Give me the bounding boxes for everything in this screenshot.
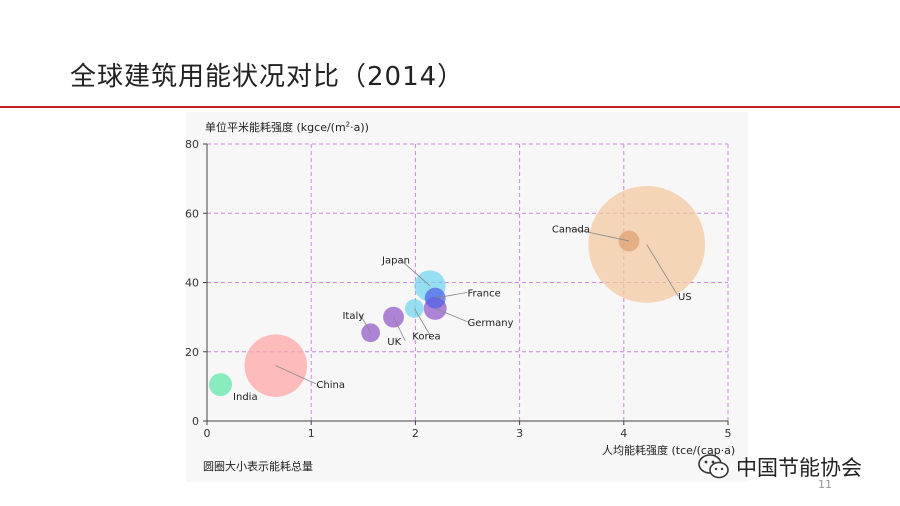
bubble-india	[209, 373, 233, 397]
leader-line-france	[435, 291, 468, 299]
point-label-us: US	[678, 292, 692, 303]
leader-line-germany	[435, 308, 468, 323]
page-number: 11	[818, 478, 832, 491]
point-label-france: France	[468, 288, 501, 299]
y-tick-label: 40	[185, 277, 199, 290]
leader-line-korea	[414, 308, 431, 336]
x-tick-label: 2	[412, 427, 419, 440]
point-label-korea: Korea	[412, 332, 440, 343]
y-tick-label: 0	[192, 415, 199, 428]
y-axis-title-prefix: 单位平米能耗强度 (kgce/(m	[205, 121, 346, 134]
y-tick-label: 20	[185, 346, 199, 359]
x-tick-label: 1	[308, 427, 315, 440]
title-divider	[0, 106, 900, 108]
logo-text: 中国节能协会	[736, 456, 862, 480]
point-label-italy: Italy	[342, 311, 364, 322]
slide-title: 全球建筑用能状况对比（2014）	[70, 62, 465, 92]
leader-line-japan	[399, 259, 431, 287]
x-tick-label: 0	[204, 427, 211, 440]
x-tick-label: 3	[516, 427, 523, 440]
y-tick-label: 60	[185, 207, 199, 220]
wechat-icon	[698, 454, 729, 479]
point-label-canada: Canada	[552, 224, 590, 235]
x-tick-label: 4	[620, 427, 627, 440]
leader-line-italy	[360, 314, 371, 333]
point-label-uk: UK	[387, 337, 401, 348]
logo: 中国节能协会	[696, 452, 862, 482]
point-label-india: India	[233, 392, 258, 403]
point-label-germany: Germany	[468, 318, 514, 329]
y-tick-label: 80	[185, 138, 199, 151]
leader-line-china	[275, 365, 317, 385]
leader-line-uk	[393, 316, 406, 342]
point-label-japan: Japan	[381, 255, 410, 266]
bubble-size-note: 圆圈大小表示能耗总量	[203, 460, 313, 473]
y-axis-title-sup: 2	[345, 120, 351, 129]
y-axis-title-suffix: ·a))	[350, 121, 369, 134]
point-label-china: China	[316, 380, 345, 391]
leader-line-canada	[569, 227, 630, 242]
y-axis-title: 单位平米能耗强度 (kgce/(m2·a))	[205, 119, 369, 135]
x-tick-label: 5	[725, 427, 732, 440]
leader-line-us	[646, 244, 679, 297]
bubble-china	[244, 334, 308, 397]
x-axis-title: 人均能耗强度 (tce/(cap·a)	[602, 444, 736, 457]
